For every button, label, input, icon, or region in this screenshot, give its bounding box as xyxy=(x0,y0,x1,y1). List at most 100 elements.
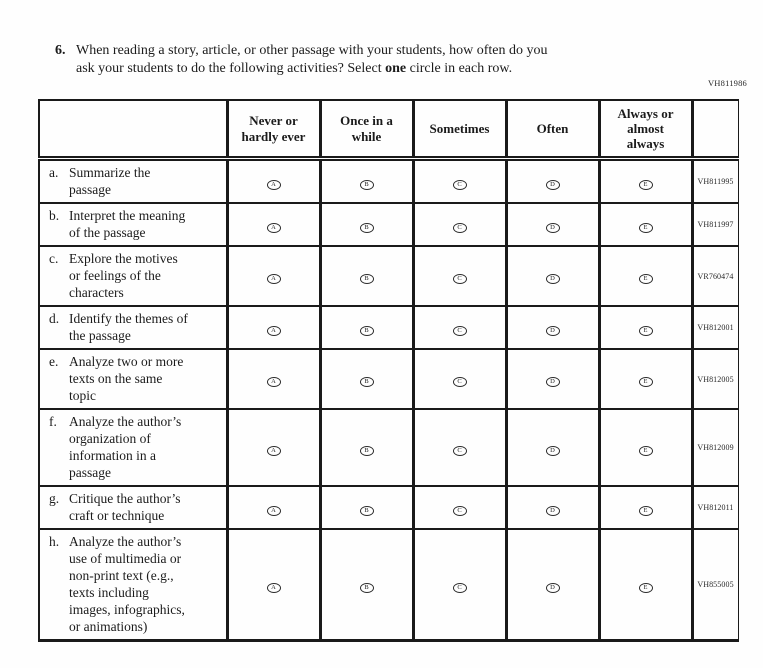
answer-bubble-b-c[interactable]: C xyxy=(452,222,467,233)
activity-text-line: or feelings of the xyxy=(69,268,161,284)
answer-bubble-e-e[interactable]: E xyxy=(638,377,653,388)
answer-bubble-f-c[interactable]: C xyxy=(452,445,467,456)
answer-bubble-h-b[interactable]: B xyxy=(359,582,374,593)
bubble-cell: C xyxy=(411,348,507,411)
answer-bubble-h-d[interactable]: D xyxy=(545,582,560,593)
bubble-letter: C xyxy=(457,446,462,454)
row-letter: h. xyxy=(49,534,60,550)
bubble-letter: D xyxy=(550,378,555,386)
row-code: VH811997 xyxy=(690,202,739,248)
bubble-cell: E xyxy=(597,408,693,488)
column-header-line: Never or xyxy=(249,113,298,129)
column-header-always-or-almost-always: Always or almost always xyxy=(597,98,693,162)
bubble-cell: C xyxy=(411,157,507,205)
row-code: VH811995 xyxy=(690,157,739,205)
bubble-letter: A xyxy=(271,275,276,283)
answer-bubble-h-a[interactable]: A xyxy=(266,582,281,593)
answer-bubble-b-a[interactable]: A xyxy=(266,222,281,233)
answer-bubble-g-e[interactable]: E xyxy=(638,505,653,516)
activity-text-line: passage xyxy=(69,465,111,481)
activity-text-line: passage xyxy=(69,182,111,198)
bubble-cell: D xyxy=(504,528,600,643)
bubble-cell: A xyxy=(225,528,321,643)
question-text-line1: When reading a story, article, or other … xyxy=(76,43,548,58)
activity-text-line: craft or technique xyxy=(69,508,165,524)
activity-text-line: use of multimedia or xyxy=(69,551,182,567)
bubble-letter: D xyxy=(550,180,555,188)
answer-bubble-e-d[interactable]: D xyxy=(545,377,560,388)
answer-bubble-e-a[interactable]: A xyxy=(266,377,281,388)
bubble-cell: B xyxy=(318,305,414,351)
column-header-line: Sometimes xyxy=(429,121,490,137)
answer-bubble-b-e[interactable]: E xyxy=(638,222,653,233)
answer-bubble-e-c[interactable]: C xyxy=(452,377,467,388)
answer-bubble-d-d[interactable]: D xyxy=(545,325,560,336)
bubble-letter: E xyxy=(643,446,648,454)
bubble-cell: A xyxy=(225,485,321,531)
answer-bubble-a-c[interactable]: C xyxy=(452,179,467,190)
answer-bubble-d-e[interactable]: E xyxy=(638,325,653,336)
answer-bubble-b-b[interactable]: B xyxy=(359,222,374,233)
bubble-cell: C xyxy=(411,305,507,351)
answer-bubble-c-e[interactable]: E xyxy=(638,274,653,285)
answer-bubble-c-a[interactable]: A xyxy=(266,274,281,285)
bubble-letter: C xyxy=(457,180,462,188)
bubble-cell: D xyxy=(504,245,600,308)
answer-bubble-f-b[interactable]: B xyxy=(359,445,374,456)
column-header-often: Often xyxy=(504,98,600,162)
bubble-letter: B xyxy=(364,180,369,188)
table-row: g. Critique the author’s craft or techniqu… xyxy=(38,485,739,531)
bubble-cell: D xyxy=(504,348,600,411)
activity-label: d. Identify the themes of the passage xyxy=(38,305,228,351)
answer-bubble-a-b[interactable]: B xyxy=(359,179,374,190)
answer-bubble-f-e[interactable]: E xyxy=(638,445,653,456)
bubble-cell: E xyxy=(597,157,693,205)
answer-bubble-d-c[interactable]: C xyxy=(452,325,467,336)
answer-bubble-h-c[interactable]: C xyxy=(452,582,467,593)
answer-bubble-a-e[interactable]: E xyxy=(638,179,653,190)
table-row: e. Analyze two or more texts on the same to… xyxy=(38,348,739,411)
answer-bubble-c-b[interactable]: B xyxy=(359,274,374,285)
answer-bubble-e-b[interactable]: B xyxy=(359,377,374,388)
form-variable-code: VH811986 xyxy=(707,78,747,88)
answer-bubble-g-d[interactable]: D xyxy=(545,505,560,516)
activity-text-line: texts on the same xyxy=(69,371,163,387)
row-code: VH812005 xyxy=(690,348,739,411)
answer-bubble-h-e[interactable]: E xyxy=(638,582,653,593)
activity-label-wrap: e. Analyze two or more texts on the same to… xyxy=(49,353,224,404)
answer-bubble-f-d[interactable]: D xyxy=(545,445,560,456)
bubble-cell: B xyxy=(318,157,414,205)
answer-bubble-f-a[interactable]: A xyxy=(266,445,281,456)
answer-bubble-d-b[interactable]: B xyxy=(359,325,374,336)
answer-bubble-b-d[interactable]: D xyxy=(545,222,560,233)
header-row: Never or hardly ever Once in a while Sometim… xyxy=(38,98,739,162)
answer-bubble-c-d[interactable]: D xyxy=(545,274,560,285)
bubble-cell: E xyxy=(597,348,693,411)
answer-bubble-a-d[interactable]: D xyxy=(545,179,560,190)
activity-text-line: Summarize the xyxy=(69,165,151,181)
activity-label: g. Critique the author’s craft or techniqu… xyxy=(38,485,228,531)
row-letter: f. xyxy=(49,414,57,430)
response-grid: Never or hardly ever Once in a while Sometim… xyxy=(38,98,739,643)
bubble-letter: D xyxy=(550,506,555,514)
answer-bubble-c-c[interactable]: C xyxy=(452,274,467,285)
bubble-letter: A xyxy=(271,326,276,334)
question-text-line2-post: circle in each row. xyxy=(406,61,513,77)
column-header-line: hardly ever xyxy=(241,128,306,144)
bubble-letter: E xyxy=(643,180,648,188)
bubble-letter: E xyxy=(643,583,648,591)
bubble-letter: C xyxy=(457,378,462,386)
bubble-letter: B xyxy=(364,506,369,514)
answer-bubble-a-a[interactable]: A xyxy=(266,179,281,190)
column-header-sometimes: Sometimes xyxy=(411,98,507,162)
column-header-line: Often xyxy=(536,121,569,137)
answer-bubble-g-c[interactable]: C xyxy=(452,505,467,516)
bubble-letter: B xyxy=(364,275,369,283)
bubble-letter: D xyxy=(550,446,555,454)
answer-bubble-g-a[interactable]: A xyxy=(266,505,281,516)
table-row: a. Summarize the passage A B C D E VH811995 xyxy=(38,157,739,205)
activity-text: Analyze two or more texts on the same topi… xyxy=(69,353,224,404)
answer-bubble-g-b[interactable]: B xyxy=(359,505,374,516)
activity-label-wrap: b. Interpret the meaning of the passage xyxy=(49,207,224,241)
answer-bubble-d-a[interactable]: A xyxy=(266,325,281,336)
